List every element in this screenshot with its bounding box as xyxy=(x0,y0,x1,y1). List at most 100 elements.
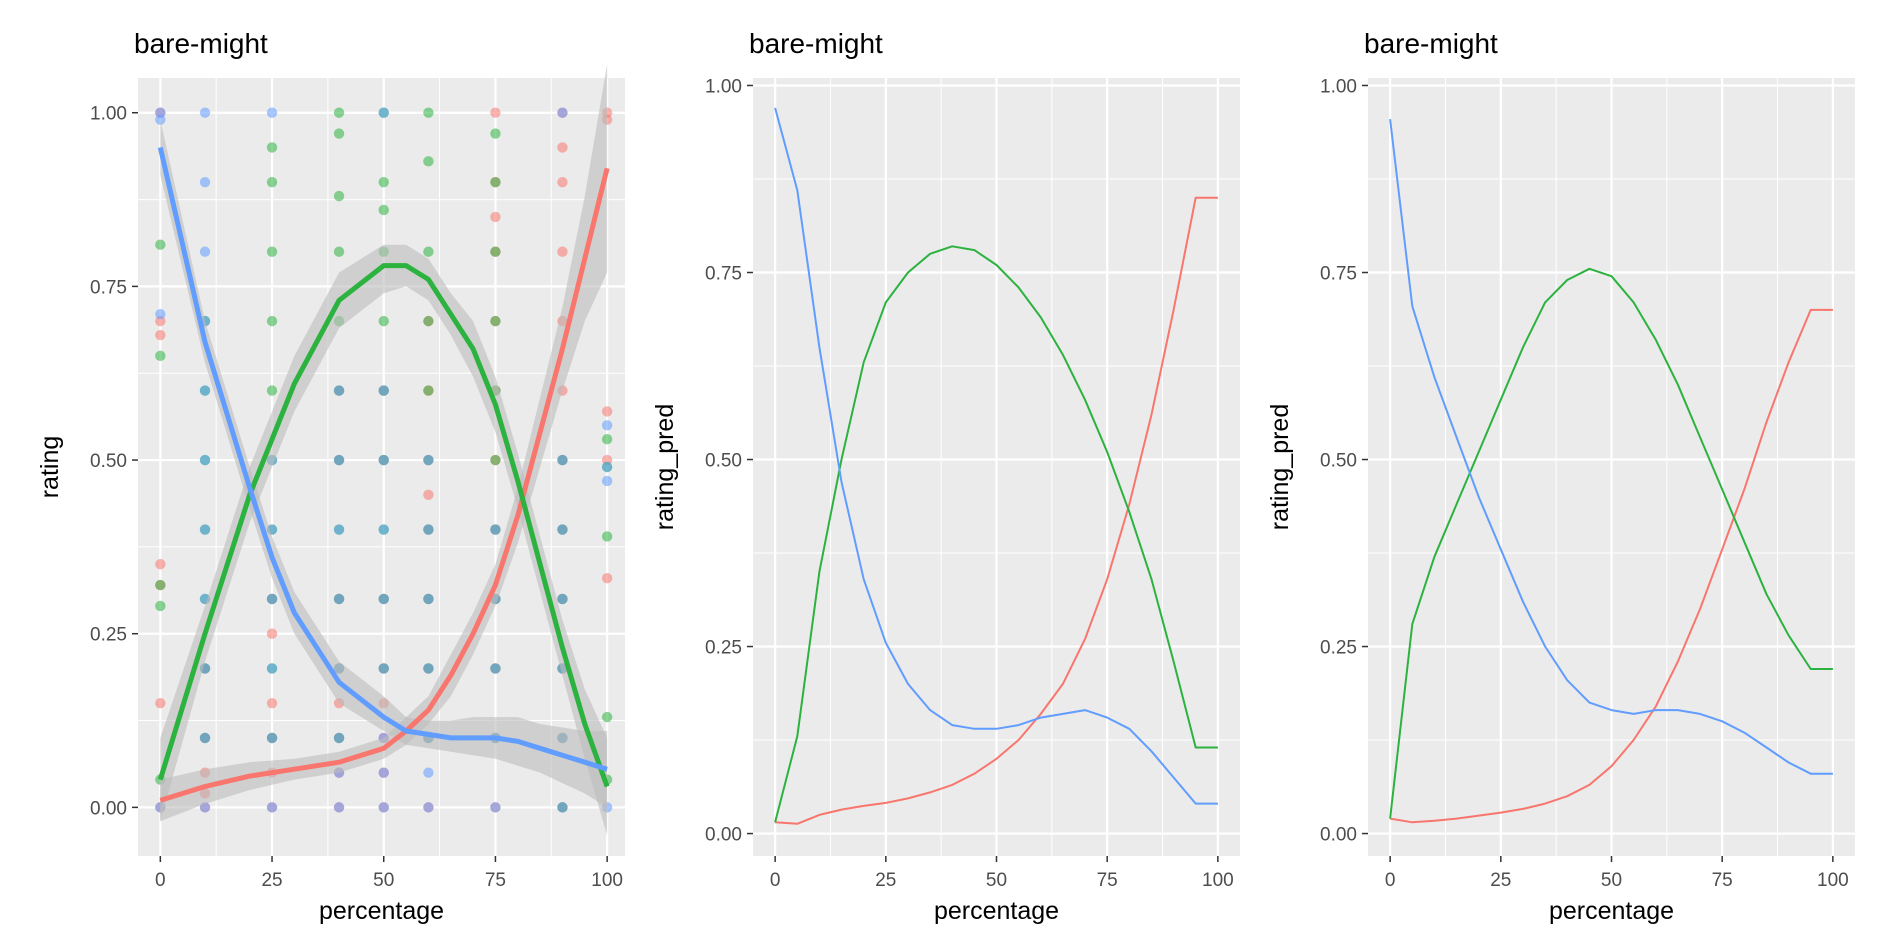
x-tick-label: 0 xyxy=(155,870,166,891)
x-tick-label: 75 xyxy=(1712,870,1733,891)
x-tick-label: 50 xyxy=(1601,870,1622,891)
scatter-point-blue xyxy=(199,385,211,396)
scatter-point-blue xyxy=(490,663,501,674)
y-tick-label: 1.00 xyxy=(90,104,127,125)
scatter-point-green xyxy=(155,350,166,362)
scatter-point-blue xyxy=(199,107,211,118)
scatter-point-blue xyxy=(378,107,389,118)
x-tick-label: 50 xyxy=(986,870,1007,891)
scatter-point-green xyxy=(423,246,434,257)
scatter-point-green xyxy=(378,176,389,188)
panel-title: bare-might xyxy=(749,28,883,59)
scatter-point-red xyxy=(266,628,278,639)
scatter-point-green xyxy=(490,454,501,466)
scatter-point-blue xyxy=(490,524,501,535)
scatter-point-blue xyxy=(378,663,389,674)
smooth-line-red xyxy=(159,167,610,803)
scatter-point-blue xyxy=(557,454,568,466)
scatter-point-blue xyxy=(333,593,345,605)
scatter-point-green xyxy=(266,176,278,188)
scatter-point-blue xyxy=(333,385,345,396)
scatter-point-blue xyxy=(601,461,613,473)
scatter-point-green xyxy=(155,600,166,612)
scatter-point-green xyxy=(155,579,166,591)
y-tick-label: 0.00 xyxy=(1320,825,1357,846)
scatter-point-blue xyxy=(557,524,568,535)
scatter-point-green xyxy=(490,315,501,327)
scatter-point-blue xyxy=(199,454,211,466)
chart-panel-3: 0 25 50 75 100 0.00 0.25 0.50 0.75 1.00 bare-might… xyxy=(1266,28,1855,925)
scatter-point-blue xyxy=(199,732,211,744)
x-tick-label: 0 xyxy=(1385,870,1396,891)
scatter-point-green xyxy=(266,142,278,153)
scatter-point-green xyxy=(423,385,434,396)
scatter-point-blue xyxy=(199,176,211,188)
scatter-point-green xyxy=(333,107,345,118)
scatter-point-green xyxy=(333,246,345,257)
y-tick-label: 0.25 xyxy=(1320,638,1357,659)
scatter-point-green xyxy=(490,128,501,139)
y-tick-label: 0.25 xyxy=(705,638,742,659)
series-line-green xyxy=(1389,267,1833,819)
scatter-point-red xyxy=(557,176,568,188)
scatter-point-green xyxy=(601,711,613,723)
x-tick-label: 0 xyxy=(770,870,781,891)
scatter-point-blue xyxy=(423,802,434,813)
scatter-point-red xyxy=(601,406,613,417)
y-axis-label: rating_pred xyxy=(1266,404,1294,530)
scatter-point-blue xyxy=(155,107,166,118)
scatter-point-blue xyxy=(378,524,389,535)
scatter-point-blue xyxy=(378,454,389,466)
smooth-line-green xyxy=(157,263,610,788)
scatter-point-green xyxy=(266,246,278,257)
x-axis-label: percentage xyxy=(1549,897,1674,925)
scatter-point-blue xyxy=(333,802,345,813)
scatter-point-green xyxy=(601,434,613,445)
series-line-green xyxy=(774,245,1218,823)
x-tick-label: 50 xyxy=(373,870,394,891)
series-line-blue xyxy=(774,107,1218,805)
scatter-point-red xyxy=(155,697,166,709)
confidence-band-blue xyxy=(160,119,608,808)
y-tick-label: 0.00 xyxy=(90,798,127,819)
scatter-point-blue xyxy=(423,663,434,674)
y-tick-label: 0.50 xyxy=(705,451,742,472)
scatter-point-red xyxy=(490,211,501,223)
scatter-point-blue xyxy=(266,802,278,813)
scatter-point-red xyxy=(490,107,501,118)
y-tick-label: 0.25 xyxy=(90,625,127,646)
scatter-point-blue xyxy=(378,593,389,605)
x-tick-label: 75 xyxy=(485,870,506,891)
scatter-point-red xyxy=(557,142,568,153)
scatter-point-blue xyxy=(601,420,613,431)
scatter-point-blue xyxy=(557,802,568,813)
scatter-point-green xyxy=(423,107,434,118)
scatter-point-red xyxy=(557,246,568,257)
scatter-point-blue xyxy=(423,454,434,466)
y-tick-label: 0.50 xyxy=(90,451,127,472)
x-axis-label: percentage xyxy=(319,897,444,925)
scatter-point-blue xyxy=(266,732,278,744)
scatter-point-blue xyxy=(423,767,434,778)
scatter-point-blue xyxy=(378,385,389,396)
scatter-point-blue xyxy=(333,732,345,744)
scatter-point-blue xyxy=(490,802,501,813)
x-tick-label: 25 xyxy=(261,870,282,891)
y-tick-label: 0.75 xyxy=(1320,264,1357,285)
x-tick-label: 100 xyxy=(1817,870,1849,891)
scatter-point-red xyxy=(155,559,166,570)
chart-panel-1: 0 25 50 75 100 0.00 0.25 0.50 0.75 1.00 bare-might… xyxy=(36,28,625,925)
panel-title: bare-might xyxy=(1364,28,1498,59)
scatter-point-blue xyxy=(333,524,345,535)
scatter-point-green xyxy=(333,190,345,202)
scatter-point-green xyxy=(490,176,501,188)
confidence-band-green xyxy=(160,244,608,836)
scatter-point-blue xyxy=(423,524,434,535)
chart-panel-2: 0 25 50 75 100 0.00 0.25 0.50 0.75 1.00 bare-might… xyxy=(651,28,1240,925)
scatter-point-red xyxy=(155,329,166,341)
x-tick-label: 100 xyxy=(591,870,623,891)
panel-title: bare-might xyxy=(134,28,268,59)
x-tick-label: 75 xyxy=(1097,870,1118,891)
y-tick-label: 0.00 xyxy=(705,825,742,846)
scatter-point-green xyxy=(378,315,389,327)
